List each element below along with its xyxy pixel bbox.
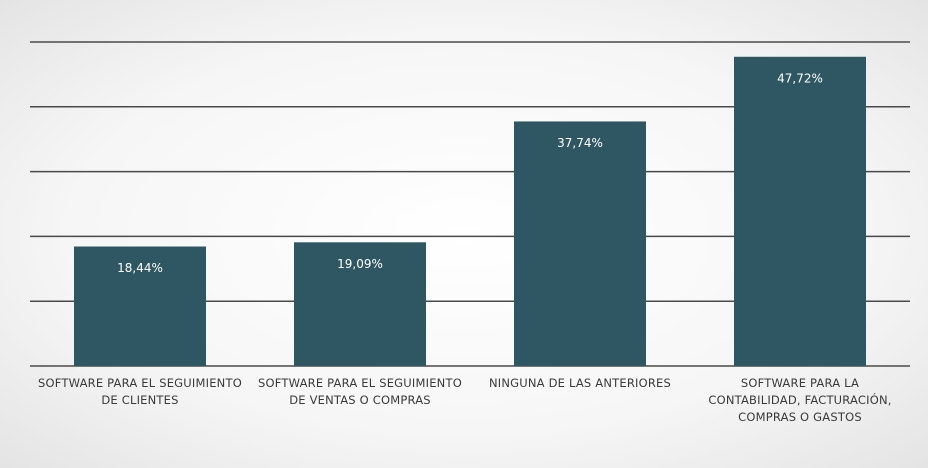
bar (514, 121, 646, 367)
x-tick-label: NINGUNA DE LAS ANTERIORES (488, 376, 672, 390)
data-label: 37,74% (557, 136, 603, 150)
data-label: 19,09% (337, 257, 383, 271)
x-tick-label: SOFTWARE PARA LA CONTABILIDAD, FACTURACI… (708, 376, 892, 424)
bar (734, 56, 866, 366)
x-tick-label: SOFTWARE PARA EL SEGUIMIENTO DE VENTAS O… (258, 376, 462, 407)
x-tick-label: SOFTWARE PARA EL SEGUIMIENTO DE CLIENTES (38, 376, 242, 407)
bar (294, 242, 426, 366)
data-label: 18,44% (117, 261, 163, 275)
bar (74, 246, 206, 366)
data-label: 47,72% (777, 71, 823, 85)
